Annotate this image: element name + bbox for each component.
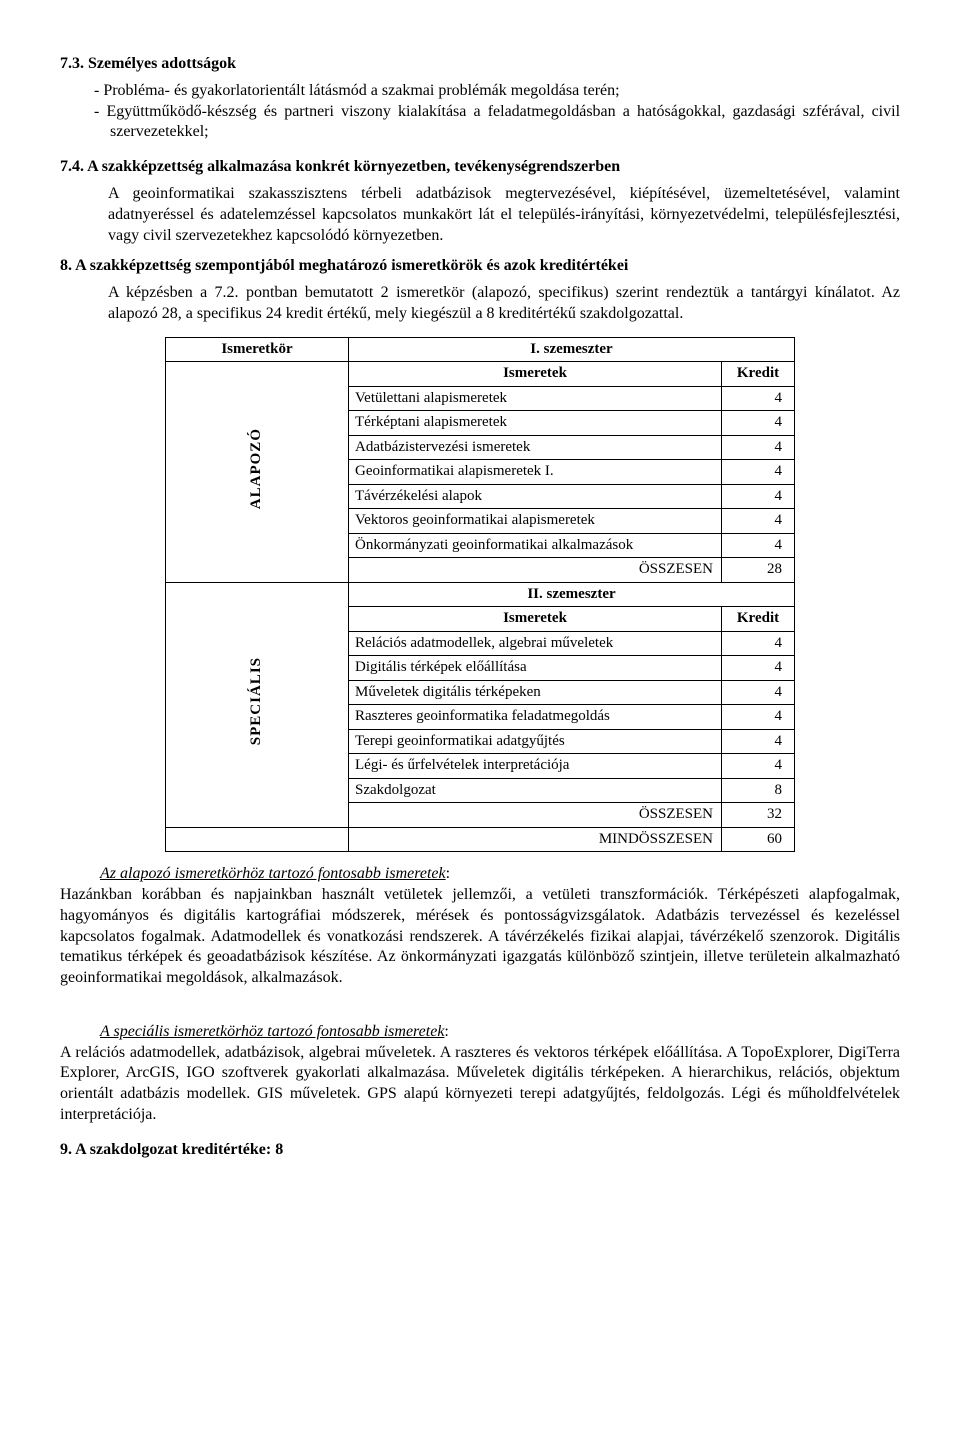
specialis-text: A relációs adatmodellek, adatbázisok, al… <box>60 1044 900 1123</box>
val-a-6: 4 <box>722 509 795 534</box>
row-s-2: Digitális térképek előállítása <box>349 656 722 681</box>
sum-1-label: ÖSSZESEN <box>349 558 722 583</box>
val-a-2: 4 <box>722 411 795 436</box>
val-s-6: 4 <box>722 754 795 779</box>
val-a-3: 4 <box>722 435 795 460</box>
row-a-3: Adatbázistervezési ismeretek <box>349 435 722 460</box>
val-a-7: 4 <box>722 533 795 558</box>
row-a-2: Térképtani alapismeretek <box>349 411 722 436</box>
col-ismeretkor: Ismeretkör <box>166 337 349 362</box>
row-a-5: Távérzékelési alapok <box>349 484 722 509</box>
row-a-7: Önkormányzati geoinformatikai alkalmazás… <box>349 533 722 558</box>
bullet-7-3-2: Együttműködő-készség és partneri viszony… <box>110 102 900 144</box>
credit-table: Ismeretkör I. szemeszter ALAPOZÓ Ismeret… <box>165 337 795 853</box>
sum-1-val: 28 <box>722 558 795 583</box>
group-specialis: SPECIÁLIS <box>166 582 349 827</box>
semester-2-header: II. szemeszter <box>349 582 795 607</box>
col-ismeretek-1: Ismeretek <box>349 362 722 387</box>
specialis-block: A speciális ismeretkörhöz tartozó fontos… <box>60 1022 900 1126</box>
row-s-6: Légi- és űrfelvételek interpretációja <box>349 754 722 779</box>
grand-label: MINDÖSSZESEN <box>349 827 722 852</box>
val-s-3: 4 <box>722 680 795 705</box>
group-alapozo: ALAPOZÓ <box>166 362 349 583</box>
col-kredit-1: Kredit <box>722 362 795 387</box>
row-a-1: Vetülettani alapismeretek <box>349 386 722 411</box>
val-s-1: 4 <box>722 631 795 656</box>
heading-8: 8. A szakképzettség szempontjából meghat… <box>60 256 900 277</box>
row-s-7: Szakdolgozat <box>349 778 722 803</box>
row-s-1: Relációs adatmodellek, algebrai művelete… <box>349 631 722 656</box>
val-s-5: 4 <box>722 729 795 754</box>
val-s-4: 4 <box>722 705 795 730</box>
alapozo-head: Az alapozó ismeretkörhöz tartozó fontosa… <box>100 865 446 882</box>
row-a-6: Vektoros geoinformatikai alapismeretek <box>349 509 722 534</box>
semester-1-header: I. szemeszter <box>349 337 795 362</box>
paragraph-7-4: A geoinformatikai szakasszisztens térbel… <box>108 184 900 246</box>
val-a-1: 4 <box>722 386 795 411</box>
sum-2-val: 32 <box>722 803 795 828</box>
heading-7-3: 7.3. Személyes adottságok <box>60 54 900 75</box>
row-s-4: Raszteres geoinformatika feladatmegoldás <box>349 705 722 730</box>
bullet-7-3-1: Probléma- és gyakorlatorientált látásmód… <box>110 81 900 102</box>
paragraph-8: A képzésben a 7.2. pontban bemutatott 2 … <box>108 283 900 325</box>
val-a-5: 4 <box>722 484 795 509</box>
sum-2-label: ÖSSZESEN <box>349 803 722 828</box>
specialis-head: A speciális ismeretkörhöz tartozó fontos… <box>100 1023 444 1040</box>
row-s-3: Műveletek digitális térképeken <box>349 680 722 705</box>
alapozo-text: Hazánkban korábban és napjainkban haszná… <box>60 886 900 986</box>
val-s-7: 8 <box>722 778 795 803</box>
heading-9: 9. A szakdolgozat kreditértéke: 8 <box>60 1140 900 1161</box>
grand-val: 60 <box>722 827 795 852</box>
row-s-5: Terepi geoinformatikai adatgyűjtés <box>349 729 722 754</box>
col-ismeretek-2: Ismeretek <box>349 607 722 632</box>
heading-7-4: 7.4. A szakképzettség alkalmazása konkré… <box>60 157 900 178</box>
val-s-2: 4 <box>722 656 795 681</box>
col-kredit-2: Kredit <box>722 607 795 632</box>
alapozo-block: Az alapozó ismeretkörhöz tartozó fontosa… <box>60 864 900 989</box>
val-a-4: 4 <box>722 460 795 485</box>
row-a-4: Geoinformatikai alapismeretek I. <box>349 460 722 485</box>
